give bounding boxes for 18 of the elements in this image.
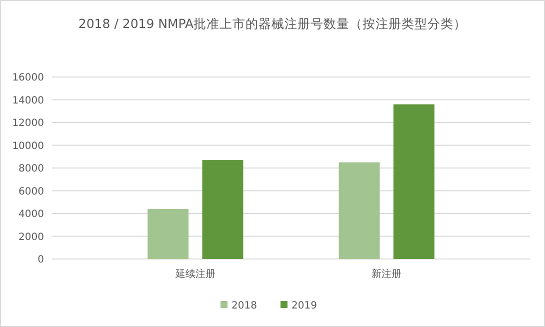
bar: [393, 104, 434, 259]
legend-label: 2018: [232, 300, 257, 312]
x-tick-label: 新注册: [372, 268, 402, 280]
y-tick-label: 4000: [18, 209, 44, 220]
y-tick-label: 16000: [12, 72, 44, 84]
y-tick-label: 2000: [18, 232, 44, 243]
y-tick-label: 10000: [12, 140, 44, 152]
chart-title: 2018 / 2019 NMPA批准上市的器械注册号数量（按注册类型分类）: [78, 16, 467, 31]
bar: [338, 162, 380, 259]
bar: [202, 160, 244, 259]
y-tick-label: 14000: [12, 95, 44, 106]
y-tick-label: 8000: [18, 164, 44, 174]
y-tick-label: 0: [38, 254, 44, 266]
bar: [148, 208, 189, 259]
y-tick-label: 12000: [12, 118, 44, 129]
legend-label: 2019: [292, 300, 317, 312]
x-tick-label: 延续注册: [174, 268, 216, 280]
y-tick-label: 6000: [18, 186, 44, 198]
